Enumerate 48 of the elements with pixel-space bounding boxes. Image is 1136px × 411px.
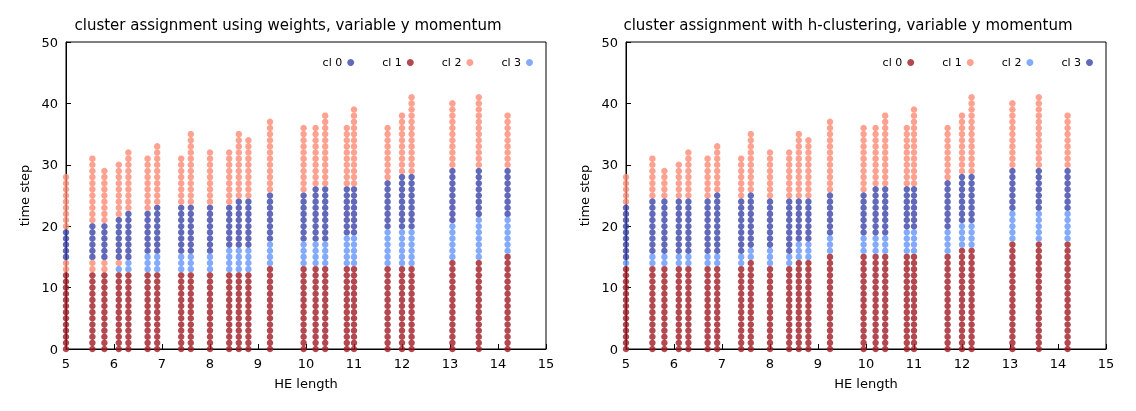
y-tick-label: 30 — [601, 157, 618, 173]
y-tick-label: 50 — [601, 34, 618, 50]
legend-label: cl 3 — [1061, 56, 1081, 69]
y-axis-title: time step — [576, 164, 592, 227]
x-tick-label: 13 — [1001, 356, 1019, 371]
y-tick-label: 40 — [41, 95, 58, 111]
y-tick-label: 10 — [41, 280, 58, 296]
x-tick-label: 10 — [297, 356, 315, 371]
x-tick-label: 9 — [253, 356, 263, 371]
x-tick-label: 11 — [905, 356, 923, 371]
x-tick-label: 12 — [953, 356, 971, 371]
y-tick-label: 20 — [41, 218, 58, 234]
x-tick-label: 8 — [765, 356, 775, 371]
x-tick-label: 9 — [813, 356, 823, 371]
x-axis-title: HE length — [274, 376, 338, 391]
x-tick-label: 11 — [345, 356, 363, 371]
x-tick-label: 14 — [1049, 356, 1067, 371]
legend-label: cl 0 — [322, 56, 343, 69]
y-tick-label: 10 — [601, 280, 618, 296]
legend-label: cl 3 — [501, 56, 521, 69]
y-tick-label: 40 — [601, 95, 618, 111]
legend-label: cl 2 — [441, 56, 462, 69]
x-tick-label: 15 — [1097, 356, 1115, 371]
y-tick-label: 50 — [41, 34, 58, 50]
legend-label: cl 2 — [1001, 56, 1022, 69]
chart-title: cluster assignment using weights, variable y momentum — [74, 15, 502, 34]
x-tick-label: 8 — [205, 356, 215, 371]
y-tick-label: 30 — [41, 157, 58, 173]
x-tick-label: 15 — [537, 356, 555, 371]
x-tick-label: 7 — [717, 356, 727, 371]
legend-label: cl 1 — [942, 56, 962, 69]
x-tick-label: 6 — [669, 356, 679, 371]
x-tick-label: 5 — [61, 356, 71, 371]
chart-title: cluster assignment with h-clustering, variable y momentum — [623, 15, 1073, 34]
x-tick-label: 14 — [489, 356, 507, 371]
y-tick-label: 0 — [49, 341, 58, 357]
x-tick-label: 7 — [157, 356, 167, 371]
x-tick-label: 13 — [441, 356, 459, 371]
x-tick-label: 10 — [857, 356, 875, 371]
x-axis-title: HE length — [834, 376, 898, 391]
y-tick-label: 20 — [601, 218, 618, 234]
y-tick-label: 0 — [609, 341, 618, 357]
x-tick-label: 12 — [393, 356, 411, 371]
legend-label: cl 0 — [882, 56, 903, 69]
legend-label: cl 1 — [382, 56, 402, 69]
x-tick-label: 5 — [621, 356, 631, 371]
x-tick-label: 6 — [109, 356, 119, 371]
y-axis-title: time step — [16, 164, 32, 227]
